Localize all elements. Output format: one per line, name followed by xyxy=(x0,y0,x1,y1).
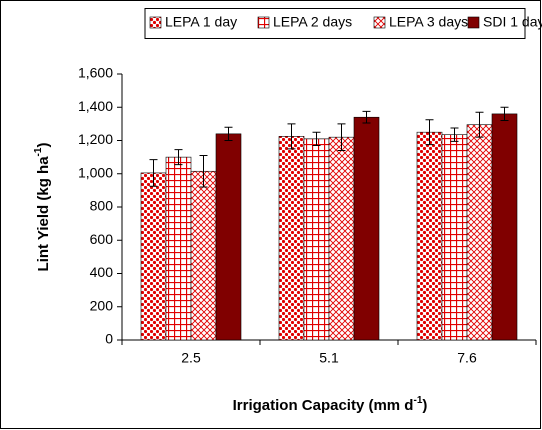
legend-label: LEPA 2 days xyxy=(273,14,352,30)
error-bar xyxy=(362,110,371,124)
error-bar xyxy=(224,126,233,141)
bar xyxy=(491,113,518,341)
x-tick-label: 7.6 xyxy=(457,350,477,366)
bar xyxy=(140,172,167,341)
bar xyxy=(190,170,217,341)
error-bar xyxy=(475,111,484,138)
x-tick-label: 5.1 xyxy=(319,350,339,366)
bar xyxy=(353,116,380,341)
bar xyxy=(441,134,468,341)
legend-label: LEPA 3 days xyxy=(389,14,468,30)
y-tick-label: 1,600 xyxy=(78,65,113,81)
y-tick-label: 600 xyxy=(90,231,114,247)
bar xyxy=(215,133,242,341)
y-tick-label: 1,200 xyxy=(78,131,113,147)
error-bar xyxy=(425,119,434,146)
error-bar xyxy=(450,127,459,142)
legend-box xyxy=(144,8,526,39)
legend-swatch xyxy=(257,16,270,29)
bar xyxy=(466,124,493,341)
y-axis-label: Lint Yield (kg ha-1) xyxy=(33,143,52,272)
error-bar xyxy=(337,123,346,151)
bar xyxy=(303,138,330,341)
y-tick-label: 200 xyxy=(90,297,114,313)
legend-swatch xyxy=(149,16,162,29)
x-tick-label: 2.5 xyxy=(181,350,201,366)
error-bar xyxy=(174,149,183,166)
y-tick-label: 1,400 xyxy=(78,98,113,114)
legend-swatch xyxy=(467,16,480,29)
y-tick-label: 400 xyxy=(90,264,114,280)
bar xyxy=(328,136,355,341)
error-bar xyxy=(500,106,509,122)
error-bar xyxy=(199,154,208,188)
bar xyxy=(165,156,192,341)
y-tick-label: 1,000 xyxy=(78,164,113,180)
error-bar xyxy=(287,123,296,150)
y-tick-label: 0 xyxy=(105,331,113,347)
legend-label: LEPA 1 day xyxy=(165,14,237,30)
legend-swatch xyxy=(373,16,386,29)
error-bar xyxy=(149,159,158,187)
legend-label: SDI 1 day xyxy=(483,14,542,30)
bar xyxy=(278,136,305,341)
y-tick-label: 800 xyxy=(90,198,114,214)
bar xyxy=(416,131,443,341)
x-axis-label: Irrigation Capacity (mm d-1) xyxy=(233,395,428,414)
error-bar xyxy=(312,131,321,146)
